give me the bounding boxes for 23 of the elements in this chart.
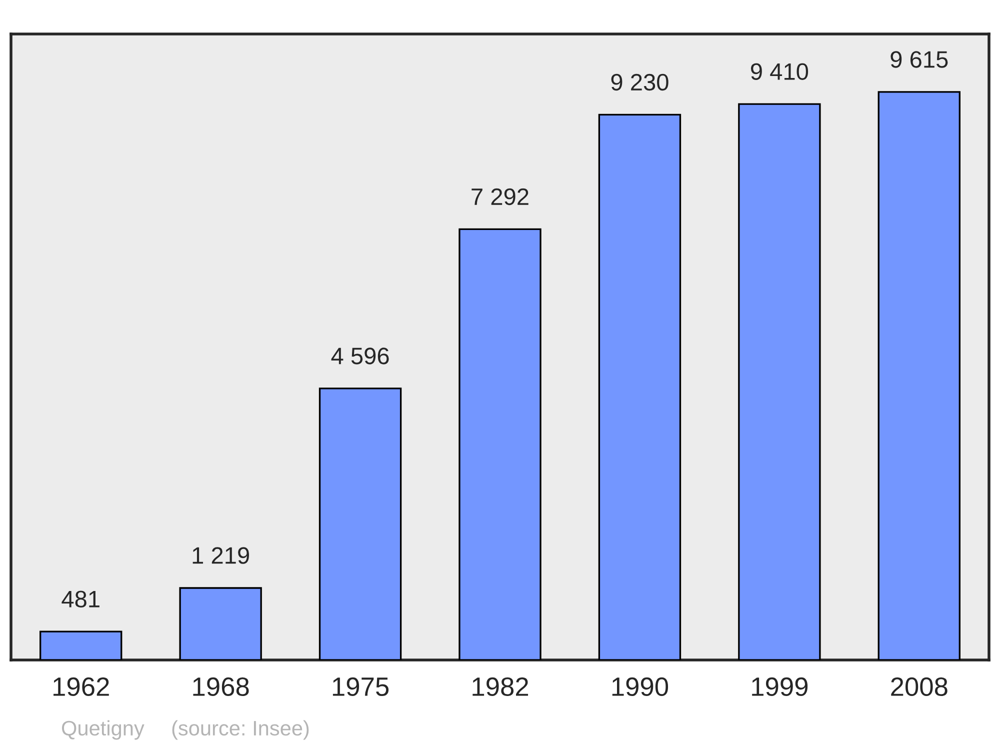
bar [598,114,682,660]
text: (source: Insee) [172,720,309,740]
data-label: 1 219 [192,547,249,564]
data-label: 9 410 [750,63,808,80]
bar [40,630,122,660]
bar [318,388,402,660]
data-label: 7 292 [472,188,528,206]
bar [179,587,262,660]
bar [738,103,821,660]
data-label: 9 230 [611,74,668,91]
x-tick-label: 2008 [891,677,948,696]
bar [878,91,960,660]
x-tick-label: 1975 [332,677,389,696]
x-tick-label: 1962 [54,677,109,696]
data-label: 4 596 [331,348,389,364]
x-tick-label: 1999 [752,677,808,696]
x-tick-label: 1968 [193,677,249,696]
x-tick-label: 1990 [612,677,668,696]
data-label: 9 615 [890,51,948,68]
x-tick-label: 1982 [472,677,528,696]
data-label: 481 [62,590,100,608]
text: Quetigny [62,720,144,740]
bar [458,228,542,660]
